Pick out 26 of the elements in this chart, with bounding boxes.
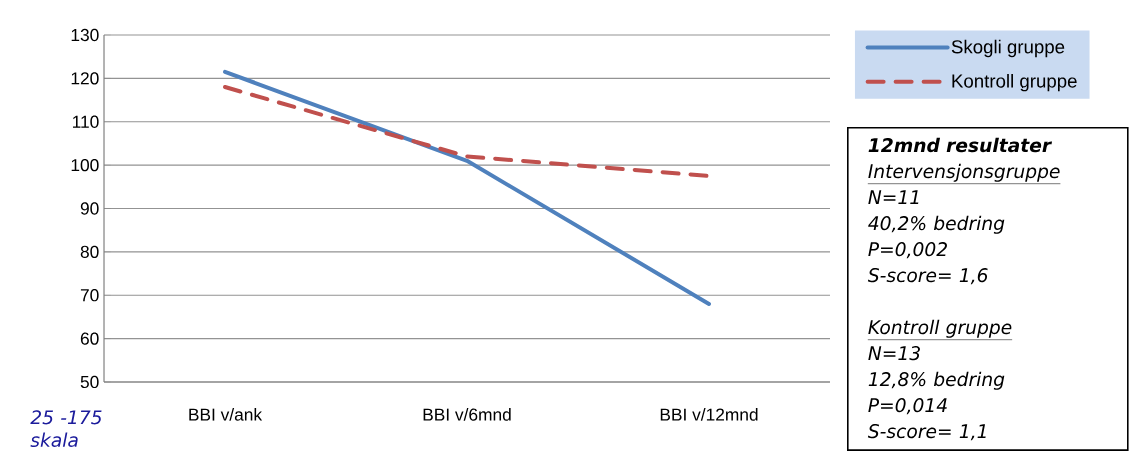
y-tick-label: 100: [71, 158, 99, 172]
text: 12mnd resultater: [868, 137, 1053, 153]
text: S-score= 1,6: [867, 268, 988, 285]
y-tick-label: 110: [72, 115, 99, 128]
text: Kontroll gruppe: [868, 319, 1012, 338]
y-tick-label: 120: [71, 72, 99, 85]
y-tick-label: 60: [80, 332, 99, 345]
text: Intervensjonsgruppe: [868, 163, 1060, 182]
x-tick-label: BBI v/6mnd: [423, 408, 511, 421]
legend-label: Skogli gruppe: [951, 39, 1065, 58]
text: S-score= 1,1: [867, 424, 986, 441]
x-tick-label: BBI v/12mnd: [660, 408, 758, 421]
text: 40,2% bedring: [868, 215, 1005, 234]
text: N=13: [868, 346, 920, 361]
text: 12,8% bedring: [868, 371, 1005, 390]
legend-label: Kontroll gruppe: [952, 73, 1077, 92]
text: P=0,014: [868, 398, 947, 415]
y-tick-label: 90: [80, 202, 99, 215]
x-tick-label: BBI v/ank: [189, 408, 263, 421]
text: P=0,002: [868, 242, 947, 259]
text: N=11: [868, 190, 919, 204]
y-tick-label: 130: [71, 28, 99, 42]
y-tick-label: 70: [80, 289, 99, 302]
y-tick-label: 50: [80, 375, 99, 389]
y-tick-label: 80: [80, 245, 99, 258]
text: 25 -175 skala: [30, 410, 102, 448]
